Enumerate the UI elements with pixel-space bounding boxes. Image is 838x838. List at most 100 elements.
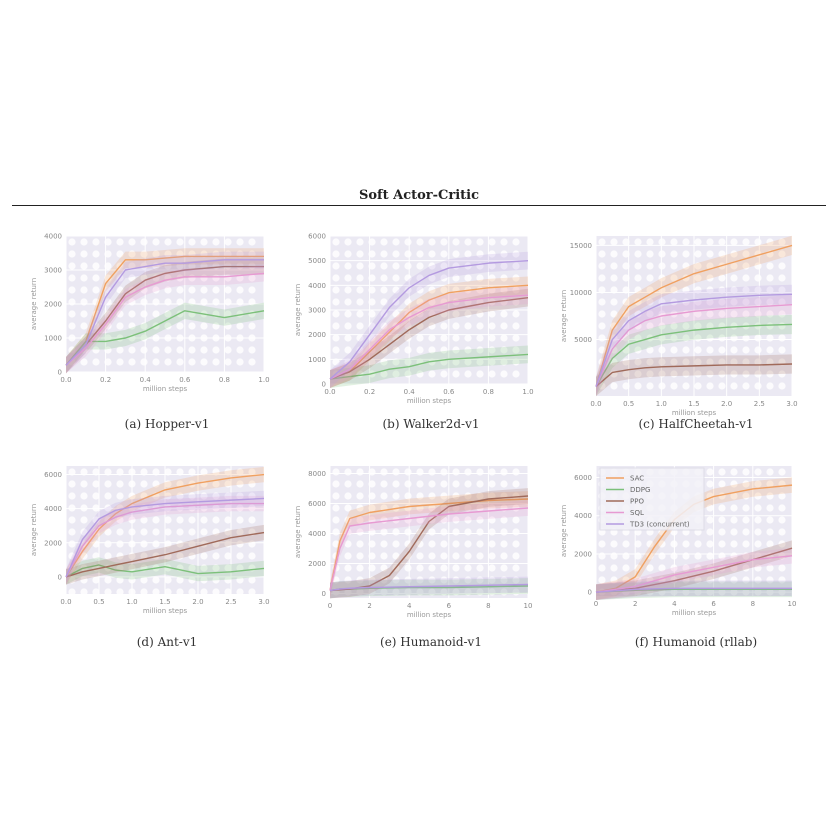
series-band-td3-concurrent <box>330 251 528 388</box>
series-band-ppo <box>330 288 528 388</box>
series-band-td3-concurrent <box>66 490 264 585</box>
x-tick-label: 2.5 <box>754 400 765 408</box>
x-tick-label: 4 <box>407 602 412 610</box>
x-tick-label: 0 <box>328 602 332 610</box>
x-tick-label: 3.0 <box>258 598 269 606</box>
y-axis-label: average return <box>30 504 38 556</box>
x-tick-label: 0.0 <box>324 388 335 396</box>
series-band-sql <box>66 265 264 374</box>
series-line-sql <box>329 294 529 380</box>
series-line-sql <box>595 304 793 387</box>
chart-panel-5: 0 2000 4000 6000 8000 0 2 4 6 8 10 million steps ave… <box>294 466 532 649</box>
y-tick-label: 2000 <box>574 550 592 558</box>
x-tick-label: 1.0 <box>522 388 533 396</box>
legend-label: DDPG <box>630 486 650 494</box>
panel-caption: (d) Ant-v1 <box>137 635 198 649</box>
series-line-ddpg <box>329 353 529 380</box>
y-tick-label: 1000 <box>44 335 62 343</box>
series-band-sac <box>596 477 792 600</box>
series-band-ddpg <box>66 302 264 374</box>
x-tick-label: 0.4 <box>404 388 416 396</box>
series-line-ppo <box>595 547 793 593</box>
x-tick-label: 1.5 <box>688 400 699 408</box>
panel-caption: (f) Humanoid (rllab) <box>635 635 757 649</box>
x-tick-label: 4 <box>672 600 677 608</box>
series-band-sac <box>66 248 264 374</box>
y-tick-label: 5000 <box>574 336 592 344</box>
series-line-sac <box>329 498 529 591</box>
x-tick-label: 1.5 <box>159 598 170 606</box>
panel-caption: (b) Walker2d-v1 <box>382 417 479 431</box>
x-tick-label: 6 <box>447 602 452 610</box>
x-tick-label: 8 <box>486 602 490 610</box>
x-tick-label: 8 <box>751 600 755 608</box>
series-line-sql <box>65 502 264 578</box>
y-tick-label: 4000 <box>308 282 326 290</box>
y-tick-label: 10000 <box>570 289 592 297</box>
y-tick-label: 3000 <box>44 267 62 275</box>
series-line-sac <box>65 255 264 366</box>
y-tick-label: 6000 <box>308 500 326 508</box>
y-axis-label: average return <box>30 278 38 330</box>
x-tick-label: 0.8 <box>483 388 494 396</box>
x-tick-label: 0.8 <box>219 376 230 384</box>
x-tick-label: 0 <box>594 600 598 608</box>
series-line-sac <box>595 244 793 387</box>
x-tick-label: 0.2 <box>364 388 375 396</box>
y-tick-label: 4000 <box>574 512 592 520</box>
series-band-ppo <box>596 540 792 600</box>
x-tick-label: 0.6 <box>443 388 455 396</box>
page-title: Soft Actor-Critic <box>358 188 480 203</box>
x-tick-label: 0.5 <box>623 400 634 408</box>
x-tick-label: 2 <box>367 602 371 610</box>
y-tick-label: 0 <box>58 369 62 377</box>
x-tick-label: 0.2 <box>100 376 111 384</box>
y-tick-label: 5000 <box>308 257 326 265</box>
panel-caption: (c) HalfCheetah-v1 <box>638 417 753 431</box>
series-line-ppo <box>65 265 264 366</box>
series-band-sac <box>330 491 528 599</box>
series-line-ddpg <box>65 310 265 366</box>
x-tick-label: 2.5 <box>225 598 236 606</box>
x-tick-label: 10 <box>788 600 797 608</box>
x-tick-label: 2.0 <box>721 400 732 408</box>
x-tick-label: 0.4 <box>140 376 152 384</box>
x-tick-label: 2.0 <box>192 598 203 606</box>
series-band-ddpg <box>330 345 528 388</box>
y-tick-label: 6000 <box>574 474 592 482</box>
x-tick-label: 1.0 <box>258 376 269 384</box>
series-line-td3-concurrent <box>65 497 265 578</box>
legend-label: PPO <box>630 498 644 506</box>
y-tick-label: 15000 <box>570 242 592 250</box>
panel-caption: (a) Hopper-v1 <box>125 417 210 431</box>
x-axis-label: million steps <box>672 409 717 417</box>
y-tick-label: 2000 <box>44 539 62 547</box>
series-band-td3-concurrent <box>596 284 792 397</box>
y-tick-label: 0 <box>322 590 326 598</box>
series-line-sql <box>595 555 793 593</box>
x-tick-label: 3.0 <box>786 400 797 408</box>
series-line-td3-concurrent <box>595 293 793 387</box>
y-tick-label: 1000 <box>308 356 326 364</box>
chart-panel-6: 0 2000 4000 6000 0 2 4 6 8 10 million steps average… <box>560 466 796 649</box>
series-line-ppo <box>329 296 529 380</box>
x-axis-label: million steps <box>672 609 717 617</box>
legend-label: SQL <box>630 509 644 517</box>
y-tick-label: 0 <box>58 573 62 581</box>
series-line-sac <box>65 473 265 578</box>
y-tick-label: 2000 <box>308 560 326 568</box>
series-band-ddpg <box>596 314 792 397</box>
series-band-td3-concurrent <box>66 251 264 374</box>
series-line-ddpg <box>65 564 265 578</box>
y-tick-label: 6000 <box>44 471 62 479</box>
series-line-ddpg <box>595 588 792 593</box>
y-axis-label: average return <box>294 284 302 336</box>
series-band-td3-concurrent <box>596 580 792 600</box>
series-band-sql <box>330 500 528 599</box>
series-band-sac <box>596 235 792 397</box>
panel-caption: (e) Humanoid-v1 <box>380 635 482 649</box>
series-band-ddpg <box>330 578 528 599</box>
background-dots <box>68 238 256 366</box>
y-axis-label: average return <box>294 506 302 558</box>
